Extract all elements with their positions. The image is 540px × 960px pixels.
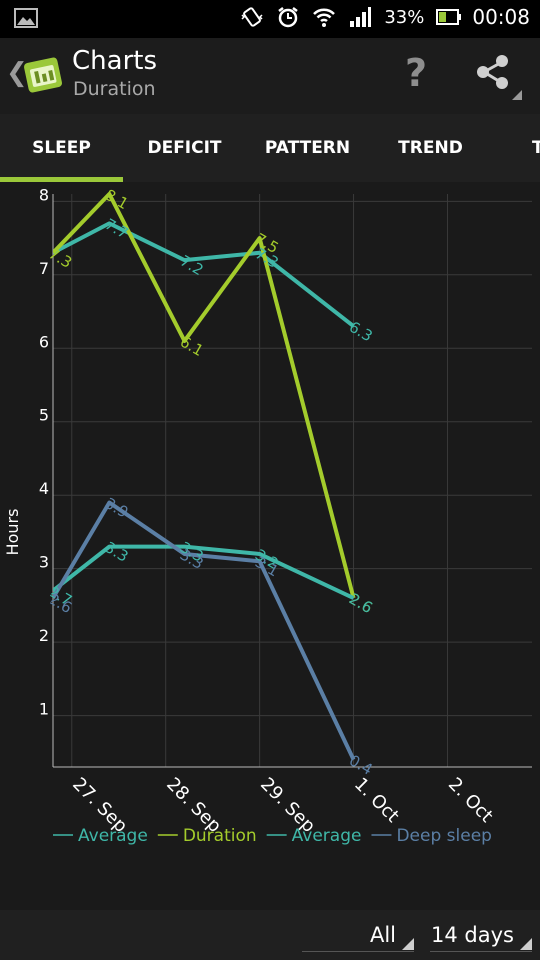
tab-sleep[interactable]: SLEEP bbox=[0, 114, 123, 182]
tab-label: T bbox=[532, 138, 540, 158]
tab-bar: SLEEP DEFICIT PATTERN TREND T bbox=[0, 114, 540, 182]
series-line-3 bbox=[53, 500, 356, 761]
gallery-notification-icon bbox=[14, 8, 38, 32]
spinner-underline bbox=[302, 951, 414, 952]
chevron-left-icon[interactable]: ❮ bbox=[6, 58, 28, 88]
action-bar: ❮ Charts Duration ? bbox=[0, 38, 540, 114]
data-label: 7.3 bbox=[45, 244, 75, 272]
y-tick-label: 2 bbox=[39, 626, 49, 645]
x-tick-label: 2. Oct bbox=[444, 774, 497, 827]
legend-label: Deep sleep bbox=[396, 826, 492, 846]
series-line-2 bbox=[53, 544, 355, 600]
page-title: Charts bbox=[72, 46, 157, 76]
y-tick-label: 8 bbox=[39, 185, 49, 204]
data-label: 7.7 bbox=[102, 215, 132, 243]
series-line-0 bbox=[53, 221, 355, 328]
y-tick-label: 1 bbox=[39, 700, 49, 719]
range-value: All bbox=[369, 923, 396, 947]
y-tick-label: 3 bbox=[39, 553, 49, 572]
tab-overflow[interactable]: T bbox=[492, 114, 540, 182]
period-value: 14 days bbox=[431, 923, 514, 947]
battery-icon bbox=[436, 5, 462, 29]
x-tick-label: 1. Oct bbox=[350, 774, 403, 827]
help-icon[interactable]: ? bbox=[398, 51, 434, 96]
spinner-underline bbox=[430, 951, 532, 952]
y-tick-label: 5 bbox=[39, 406, 49, 425]
y-tick-label: 7 bbox=[39, 259, 49, 278]
app-logo-icon[interactable] bbox=[20, 52, 66, 98]
tab-label: PATTERN bbox=[264, 138, 351, 158]
tab-trend[interactable]: TREND bbox=[369, 114, 492, 182]
series-line-1 bbox=[53, 192, 356, 599]
signal-icon bbox=[348, 5, 372, 29]
period-spinner[interactable]: 14 days bbox=[430, 910, 532, 960]
range-spinner[interactable]: All bbox=[302, 910, 414, 960]
svg-text:?: ? bbox=[405, 52, 427, 95]
legend-label: Average bbox=[292, 826, 362, 846]
status-bar: 33% 00:08 bbox=[0, 0, 540, 38]
tab-label: SLEEP bbox=[32, 138, 91, 158]
clock: 00:08 bbox=[472, 5, 530, 29]
battery-percent: 33% bbox=[384, 6, 425, 28]
wifi-icon bbox=[312, 5, 336, 29]
y-axis-label: Hours bbox=[3, 509, 22, 556]
page-subtitle: Duration bbox=[73, 78, 156, 100]
data-label: 8.1 bbox=[102, 186, 132, 214]
alarm-icon bbox=[276, 5, 300, 29]
y-tick-label: 4 bbox=[39, 479, 49, 498]
tab-label: TREND bbox=[398, 138, 463, 158]
legend-label: Average bbox=[78, 826, 148, 846]
tab-label: DEFICIT bbox=[147, 138, 222, 158]
filter-bar: All 14 days bbox=[0, 910, 540, 960]
tab-pattern[interactable]: PATTERN bbox=[246, 114, 369, 182]
vibrate-icon bbox=[240, 5, 264, 29]
tab-deficit[interactable]: DEFICIT bbox=[123, 114, 246, 182]
y-tick-label: 6 bbox=[39, 332, 49, 351]
sleep-duration-chart: 1 2 3 4 5 6 7 8 27. Sep 28. Sep 29. Sep 1. Oct 2. Oc… bbox=[0, 182, 540, 910]
legend-label: Duration bbox=[183, 826, 257, 846]
data-label: 3.3 bbox=[102, 538, 132, 566]
data-label: 3.9 bbox=[102, 494, 132, 522]
share-icon[interactable] bbox=[472, 52, 524, 102]
